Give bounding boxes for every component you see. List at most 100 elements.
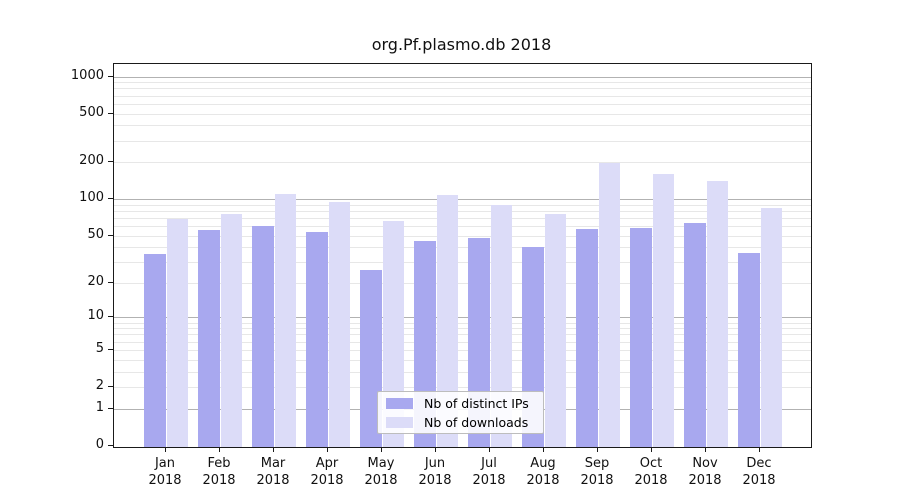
gridline bbox=[114, 162, 811, 164]
y-axis-tick-label: 50 bbox=[87, 226, 104, 242]
year-label: 2018 bbox=[310, 473, 344, 488]
y-axis-tick bbox=[108, 348, 113, 350]
gridline bbox=[114, 88, 811, 90]
year-label: 2018 bbox=[526, 473, 560, 488]
x-axis-tick bbox=[651, 447, 652, 452]
x-axis-tick-label: Dec 2018 bbox=[729, 455, 789, 489]
bar-apr-downloads bbox=[328, 201, 350, 447]
gridline bbox=[114, 341, 811, 343]
bar-jun-downloads bbox=[436, 194, 458, 447]
bar-nov-ips bbox=[684, 222, 706, 447]
legend-label: Nb of distinct IPs bbox=[424, 395, 529, 411]
bar-feb-ips bbox=[198, 229, 220, 447]
y-axis-tick-label: 20 bbox=[87, 273, 104, 289]
bar-sep-downloads bbox=[598, 162, 620, 447]
y-axis-tick bbox=[108, 316, 113, 318]
bar-may-downloads bbox=[382, 220, 404, 447]
bar-oct-downloads bbox=[652, 173, 674, 447]
gridline bbox=[114, 328, 811, 330]
month-label: Dec bbox=[746, 456, 772, 471]
bar-sep-ips bbox=[576, 228, 598, 447]
gridline bbox=[114, 95, 811, 97]
bar-aug-downloads bbox=[544, 213, 566, 447]
x-axis-tick bbox=[489, 447, 490, 452]
x-axis-tick-label: Mar 2018 bbox=[243, 455, 303, 489]
year-label: 2018 bbox=[418, 473, 452, 488]
gridline bbox=[114, 317, 811, 319]
year-label: 2018 bbox=[742, 473, 776, 488]
y-axis-tick bbox=[108, 75, 113, 77]
bar-jul-downloads bbox=[490, 204, 512, 447]
legend-swatch bbox=[386, 397, 413, 409]
year-label: 2018 bbox=[688, 473, 722, 488]
y-axis-tick-label: 100 bbox=[79, 190, 104, 205]
year-label: 2018 bbox=[256, 473, 290, 488]
x-axis-tick bbox=[219, 447, 220, 452]
gridline bbox=[114, 140, 811, 142]
x-axis-tick-label: Nov 2018 bbox=[675, 455, 735, 489]
month-label: Feb bbox=[207, 456, 231, 471]
gridline bbox=[114, 349, 811, 351]
x-axis-tick-label: Oct 2018 bbox=[621, 455, 681, 489]
bar-oct-ips bbox=[630, 227, 652, 447]
y-axis-tick bbox=[108, 112, 113, 114]
y-axis-tick bbox=[108, 198, 113, 199]
x-axis-tick bbox=[759, 447, 760, 452]
y-axis-tick bbox=[108, 385, 113, 387]
bar-apr-ips bbox=[306, 231, 328, 447]
year-label: 2018 bbox=[148, 473, 182, 488]
month-label: Aug bbox=[530, 456, 556, 471]
gridline bbox=[114, 247, 811, 249]
x-axis-tick bbox=[435, 447, 436, 452]
gridline bbox=[114, 103, 811, 105]
gridline bbox=[114, 210, 811, 212]
gridline bbox=[114, 322, 811, 324]
year-label: 2018 bbox=[202, 473, 236, 488]
gridline bbox=[114, 125, 811, 127]
gridline bbox=[114, 113, 811, 115]
bar-feb-downloads bbox=[220, 213, 242, 447]
x-axis-tick bbox=[543, 447, 544, 452]
y-axis-tick-label: 10 bbox=[87, 308, 104, 324]
x-axis-tick-label: Sep 2018 bbox=[567, 455, 627, 489]
gridline bbox=[114, 386, 811, 388]
x-axis-tick-label: Apr 2018 bbox=[297, 455, 357, 489]
x-axis-tick bbox=[597, 447, 598, 452]
y-axis-tick-label: 500 bbox=[79, 104, 104, 120]
gridline bbox=[114, 235, 811, 237]
plot-area bbox=[113, 63, 812, 448]
bar-dec-ips bbox=[738, 252, 760, 447]
month-label: Jun bbox=[424, 456, 446, 471]
x-axis-tick-label: Jun 2018 bbox=[405, 455, 465, 489]
bar-nov-downloads bbox=[706, 180, 728, 447]
gridline bbox=[114, 76, 811, 78]
bar-mar-downloads bbox=[274, 193, 296, 447]
month-label: Oct bbox=[639, 456, 663, 471]
gridline bbox=[114, 225, 811, 227]
month-label: Nov bbox=[692, 456, 718, 471]
x-axis-tick bbox=[165, 447, 166, 452]
bar-mar-ips bbox=[252, 225, 274, 447]
gridline bbox=[114, 199, 811, 200]
month-label: Sep bbox=[584, 456, 610, 471]
y-axis-tick-label: 5 bbox=[95, 340, 104, 356]
bar-may-ips bbox=[360, 269, 382, 447]
gridline bbox=[114, 371, 811, 373]
y-axis-tick bbox=[108, 407, 113, 409]
month-label: May bbox=[367, 456, 395, 471]
year-label: 2018 bbox=[580, 473, 614, 488]
y-axis-tick bbox=[108, 281, 113, 283]
y-axis-tick bbox=[108, 234, 113, 236]
legend-row: Nb of downloads bbox=[386, 415, 537, 430]
legend-label: Nb of downloads bbox=[424, 414, 529, 430]
y-axis-tick-label: 1000 bbox=[70, 67, 104, 83]
bar-dec-downloads bbox=[760, 208, 782, 447]
legend-swatch bbox=[386, 416, 413, 428]
year-label: 2018 bbox=[634, 473, 668, 488]
x-axis-tick-label: May 2018 bbox=[351, 455, 411, 489]
gridline bbox=[114, 359, 811, 361]
year-label: 2018 bbox=[472, 473, 506, 488]
y-axis-tick-label: 200 bbox=[79, 153, 104, 169]
legend: Nb of distinct IPs Nb of downloads bbox=[377, 391, 544, 434]
